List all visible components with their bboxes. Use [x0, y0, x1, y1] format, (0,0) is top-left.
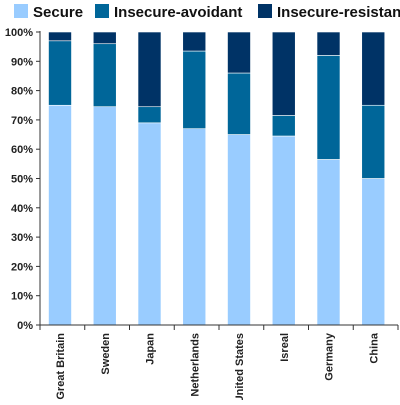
legend-label-1: Secure — [33, 4, 83, 21]
legend: Secure Insecure-avoidant Insecure-resistan… — [14, 4, 400, 21]
x-category-label-6: Isreal — [279, 333, 291, 362]
y-tick-label-5: 40% — [11, 203, 33, 215]
bar-5-series-2 — [227, 72, 251, 135]
x-category-label-2: Sweden — [100, 333, 112, 375]
legend-label-3: Insecure-resistant — [277, 4, 400, 21]
bar-6-series-2 — [271, 115, 296, 137]
y-tick-label-2: 10% — [11, 291, 33, 303]
bar-5-series-1 — [227, 134, 251, 326]
x-category-label-1: Great Britain — [55, 333, 67, 400]
y-tick-label-8: 70% — [11, 115, 33, 127]
bar-4-series-2 — [182, 50, 207, 129]
bar-8-series-2 — [361, 104, 386, 179]
y-axis-ticks: 0% 10% 20% 30% 40% 50% 60% 70% 80% 90% 100% — [5, 27, 40, 332]
bar-1-series-1 — [48, 104, 72, 326]
bar-8-series-1 — [361, 178, 386, 326]
y-tick-label-11: 100% — [5, 27, 33, 39]
bar-1-series-3 — [48, 31, 72, 42]
x-category-label-7: Germany — [324, 332, 336, 381]
bar-6-series-3 — [271, 31, 296, 116]
bar-7-series-3 — [316, 31, 341, 56]
y-tick-label-4: 30% — [11, 232, 33, 244]
legend-swatch-2 — [95, 4, 109, 18]
bar-3-series-3 — [137, 31, 162, 108]
y-tick-label-1: 0% — [17, 320, 33, 332]
bar-6-series-1 — [271, 135, 296, 326]
bar-4-series-3 — [182, 31, 207, 52]
bar-5-series-3 — [227, 31, 251, 74]
bar-2-series-2 — [92, 43, 117, 108]
x-category-label-3: Japan — [145, 333, 157, 365]
y-tick-label-10: 90% — [11, 56, 33, 68]
y-tick-label-3: 20% — [11, 261, 33, 273]
bar-2-series-1 — [92, 106, 117, 326]
bar-4-series-1 — [182, 128, 207, 326]
x-axis-labels: Great Britain Sweden Japan Netherlands Unite… — [55, 332, 380, 403]
x-category-label-5: United States — [234, 333, 246, 400]
bar-1-series-2 — [48, 40, 72, 106]
bar-2-series-3 — [92, 31, 117, 45]
bar-7-series-1 — [316, 159, 341, 326]
legend-swatch-3 — [258, 4, 272, 18]
x-category-label-8: China — [368, 332, 380, 363]
y-tick-label-7: 60% — [11, 144, 33, 156]
legend-swatch-1 — [14, 4, 28, 18]
bar-7-series-2 — [316, 55, 341, 160]
legend-label-2: Insecure-avoidant — [114, 4, 242, 21]
bar-3-series-2 — [137, 106, 162, 124]
x-category-label-4: Netherlands — [189, 333, 201, 397]
bar-3-series-1 — [137, 122, 162, 326]
bar-8-series-3 — [361, 31, 386, 106]
y-tick-label-9: 80% — [11, 86, 33, 98]
bars — [48, 31, 386, 326]
y-tick-label-6: 50% — [11, 174, 33, 186]
